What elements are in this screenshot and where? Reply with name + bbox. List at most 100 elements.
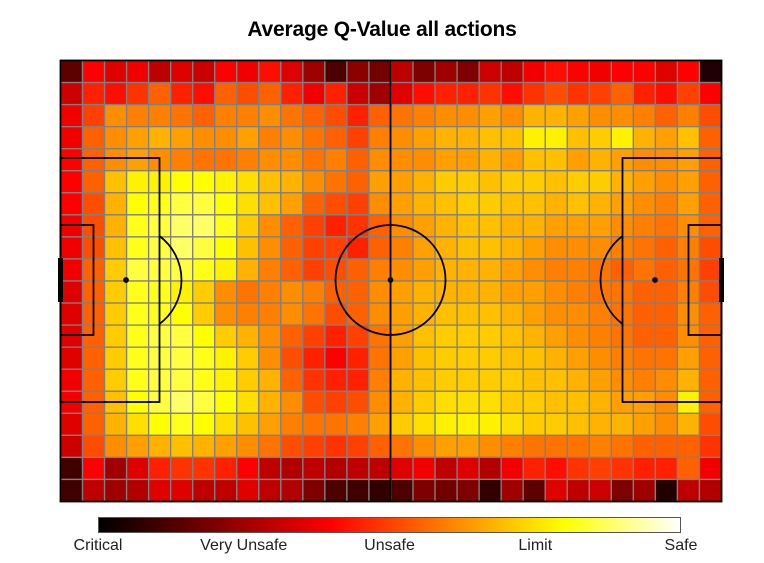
heatmap-cell	[192, 258, 216, 282]
heatmap-cell	[500, 302, 524, 326]
heatmap-cell	[368, 59, 392, 84]
heatmap-cell	[81, 434, 106, 459]
heatmap-cell	[632, 258, 657, 282]
heatmap-cell	[500, 170, 524, 194]
heatmap-cell	[214, 192, 238, 216]
heatmap-cell	[566, 412, 590, 436]
heatmap-cell	[434, 346, 458, 370]
heatmap-cell	[632, 192, 657, 216]
heatmap-cell	[478, 412, 502, 436]
heatmap-cell	[588, 324, 612, 348]
heatmap-cell	[632, 434, 657, 459]
heatmap-cell	[390, 59, 414, 84]
chart-title: Average Q-Value all actions	[247, 18, 517, 41]
heatmap-cell	[698, 346, 723, 370]
heatmap-cell	[654, 324, 679, 348]
heatmap-cell	[698, 280, 723, 304]
heatmap-cell	[654, 170, 679, 194]
heatmap-cell	[346, 456, 370, 481]
heatmap-cell	[214, 346, 238, 370]
heatmap-cell	[390, 324, 414, 348]
heatmap-cell	[390, 236, 414, 260]
heatmap-cell	[610, 126, 635, 150]
heatmap-cell	[544, 126, 568, 150]
heatmap-cell	[522, 126, 546, 150]
heatmap-cell	[632, 170, 657, 194]
heatmap-cell	[566, 302, 590, 326]
heatmap-cell	[125, 412, 150, 436]
heatmap-cell	[654, 103, 679, 128]
heatmap-cell	[522, 192, 546, 216]
heatmap-cell	[698, 368, 723, 392]
heatmap-cell	[346, 390, 370, 414]
heatmap-cell	[170, 456, 194, 481]
heatmap-cell	[456, 434, 480, 459]
heatmap-cell	[103, 148, 128, 172]
heatmap-cell	[610, 434, 635, 459]
heatmap-cell	[456, 280, 480, 304]
heatmap-cell	[214, 126, 238, 150]
heatmap-cell	[192, 280, 216, 304]
heatmap-cell	[544, 302, 568, 326]
heatmap-cell	[522, 280, 546, 304]
heatmap-cell	[698, 148, 723, 172]
heatmap-cell	[236, 390, 260, 414]
heatmap-cell	[214, 280, 238, 304]
heatmap-cell	[434, 81, 458, 106]
heatmap-cell	[324, 214, 348, 238]
heatmap-cell	[412, 258, 436, 282]
heatmap-cell	[214, 59, 238, 84]
heatmap-cell	[588, 368, 612, 392]
heatmap-cell	[258, 170, 282, 194]
heatmap-cell	[125, 324, 150, 348]
heatmap-cell	[280, 81, 304, 106]
heatmap-cell	[280, 170, 304, 194]
heatmap-cell	[368, 456, 392, 481]
heatmap-cell	[676, 103, 701, 128]
heatmap-cell	[368, 148, 392, 172]
heatmap-cell	[500, 478, 524, 503]
center-spot	[387, 277, 394, 283]
heatmap-cell	[522, 302, 546, 326]
heatmap-cell	[522, 258, 546, 282]
heatmap-cell	[214, 412, 238, 436]
heatmap-cell	[103, 192, 128, 216]
heatmap-cell	[125, 170, 150, 194]
heatmap-cell	[258, 412, 282, 436]
heatmap-cell	[103, 368, 128, 392]
heatmap-cell	[544, 59, 568, 84]
heatmap-cell	[214, 148, 238, 172]
heatmap-cell	[368, 81, 392, 106]
heatmap-cell	[522, 103, 546, 128]
heatmap-cell	[170, 412, 194, 436]
heatmap-cell	[632, 81, 657, 106]
heatmap-cell	[192, 192, 216, 216]
heatmap-cell	[390, 368, 414, 392]
heatmap-cell	[610, 478, 635, 503]
heatmap-cell	[456, 302, 480, 326]
heatmap-cell	[59, 59, 84, 84]
heatmap-cell	[59, 258, 84, 282]
heatmap-cell	[103, 456, 128, 481]
heatmap-cell	[566, 324, 590, 348]
heatmap-cell	[59, 126, 84, 150]
heatmap-cell	[214, 434, 238, 459]
heatmap-cell	[302, 280, 326, 304]
heatmap-cell	[302, 346, 326, 370]
heatmap-cell	[258, 103, 282, 128]
right-penalty-arc	[599, 235, 624, 325]
heatmap-cell	[280, 324, 304, 348]
heatmap-cell	[346, 368, 370, 392]
heatmap-cell	[258, 390, 282, 414]
heatmap-cell	[103, 434, 128, 459]
heatmap-cell	[280, 214, 304, 238]
heatmap-cell	[368, 103, 392, 128]
heatmap-cell	[302, 148, 326, 172]
heatmap-cell	[434, 59, 458, 84]
heatmap-cell	[456, 258, 480, 282]
heatmap-cell	[566, 434, 590, 459]
heatmap-cell	[478, 368, 502, 392]
heatmap-cell	[588, 434, 612, 459]
heatmap-cell	[192, 236, 216, 260]
colorbar-label: Unsafe	[364, 537, 415, 554]
